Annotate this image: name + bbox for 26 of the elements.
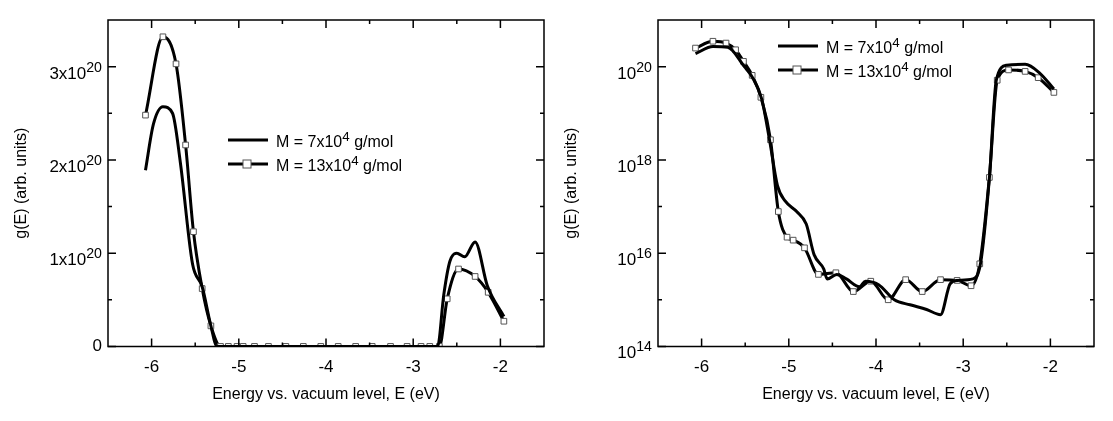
x-tick-label: -3 <box>955 357 971 377</box>
legend-label: M = 13x10$^{4}$ g/mol <box>276 153 403 176</box>
legend-label: M = 7x10$^{4}$ g/mol <box>276 129 394 152</box>
y-tick-label: 3x10$^{20}$ <box>49 57 102 85</box>
y-axis-title: g(E) (arb. units) <box>12 127 30 239</box>
x-tick-label: -5 <box>781 357 797 377</box>
x-tick-label: -3 <box>405 357 421 377</box>
y-tick-label: 0 <box>92 335 102 358</box>
x-tick-label: -6 <box>144 357 160 377</box>
y-axis-title: g(E) (arb. units) <box>562 127 580 239</box>
x-tick-label: -4 <box>868 357 884 377</box>
y-tick-label: 10$^{16}$ <box>617 244 652 271</box>
y-tick-label: 10$^{18}$ <box>617 150 652 178</box>
y-tick-label: 2x10$^{20}$ <box>49 150 102 178</box>
x-tick-label: -2 <box>1042 357 1058 377</box>
legend-label: M = 7x10$^{4}$ g/mol <box>826 34 944 58</box>
x-axis-title: Energy vs. vacuum level, E (eV) <box>212 384 440 402</box>
x-tick-label: -4 <box>318 357 334 377</box>
x-tick-label: -6 <box>694 357 710 377</box>
y-tick-label: 10$^{14}$ <box>617 337 652 365</box>
x-axis-title: Energy vs. vacuum level, E (eV) <box>762 384 990 402</box>
y-tick-label: 1x10$^{20}$ <box>49 244 102 271</box>
legend-label: M = 13x10$^{4}$ g/mol <box>826 58 953 82</box>
x-tick-label: -5 <box>231 357 247 377</box>
y-tick-label: 10$^{20}$ <box>617 57 652 85</box>
x-tick-label: -2 <box>492 357 508 377</box>
